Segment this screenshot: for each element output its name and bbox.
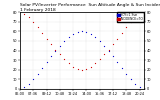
Point bbox=[76, 68, 79, 70]
Legend: HOY=1 Sun, INCIDENCE=TO: HOY=1 Sun, INCIDENCE=TO bbox=[117, 12, 144, 22]
Point bbox=[36, 27, 39, 28]
Point bbox=[45, 61, 48, 63]
Point bbox=[107, 49, 110, 50]
Point bbox=[41, 32, 43, 34]
Point bbox=[90, 33, 92, 35]
Point bbox=[76, 31, 79, 33]
Point bbox=[50, 56, 52, 57]
Point bbox=[90, 66, 92, 68]
Point bbox=[134, 83, 136, 85]
Point bbox=[98, 40, 101, 42]
Point bbox=[85, 31, 88, 33]
Point bbox=[85, 68, 88, 70]
Point bbox=[112, 56, 114, 57]
Point bbox=[32, 21, 35, 22]
Point bbox=[121, 67, 123, 69]
Point bbox=[36, 73, 39, 74]
Point bbox=[67, 36, 70, 38]
Point bbox=[54, 50, 57, 51]
Point bbox=[28, 16, 30, 18]
Point bbox=[67, 62, 70, 64]
Point bbox=[134, 16, 136, 18]
Point bbox=[94, 62, 97, 64]
Point bbox=[41, 67, 43, 69]
Point bbox=[72, 66, 74, 68]
Point bbox=[103, 45, 105, 46]
Point bbox=[129, 79, 132, 80]
Point bbox=[116, 38, 119, 40]
Point bbox=[23, 86, 26, 88]
Point bbox=[32, 79, 35, 80]
Point bbox=[125, 73, 128, 74]
Point bbox=[63, 58, 66, 60]
Point bbox=[54, 49, 57, 50]
Point bbox=[81, 69, 83, 71]
Point bbox=[129, 21, 132, 22]
Point bbox=[23, 13, 26, 15]
Point bbox=[94, 36, 97, 38]
Point bbox=[59, 45, 61, 46]
Point bbox=[107, 50, 110, 51]
Point bbox=[138, 13, 141, 15]
Point bbox=[45, 38, 48, 40]
Point bbox=[116, 61, 119, 63]
Point bbox=[125, 27, 128, 28]
Point bbox=[50, 43, 52, 45]
Point bbox=[63, 40, 66, 42]
Point bbox=[28, 83, 30, 85]
Point bbox=[121, 32, 123, 34]
Point bbox=[112, 43, 114, 45]
Text: Solar PV/Inverter Performance  Sun Altitude Angle & Sun Incidence Angle on PV Pa: Solar PV/Inverter Performance Sun Altitu… bbox=[20, 3, 160, 12]
Point bbox=[98, 58, 101, 60]
Point bbox=[138, 86, 141, 88]
Point bbox=[72, 33, 74, 35]
Point bbox=[81, 30, 83, 32]
Point bbox=[103, 54, 105, 55]
Point bbox=[59, 54, 61, 55]
